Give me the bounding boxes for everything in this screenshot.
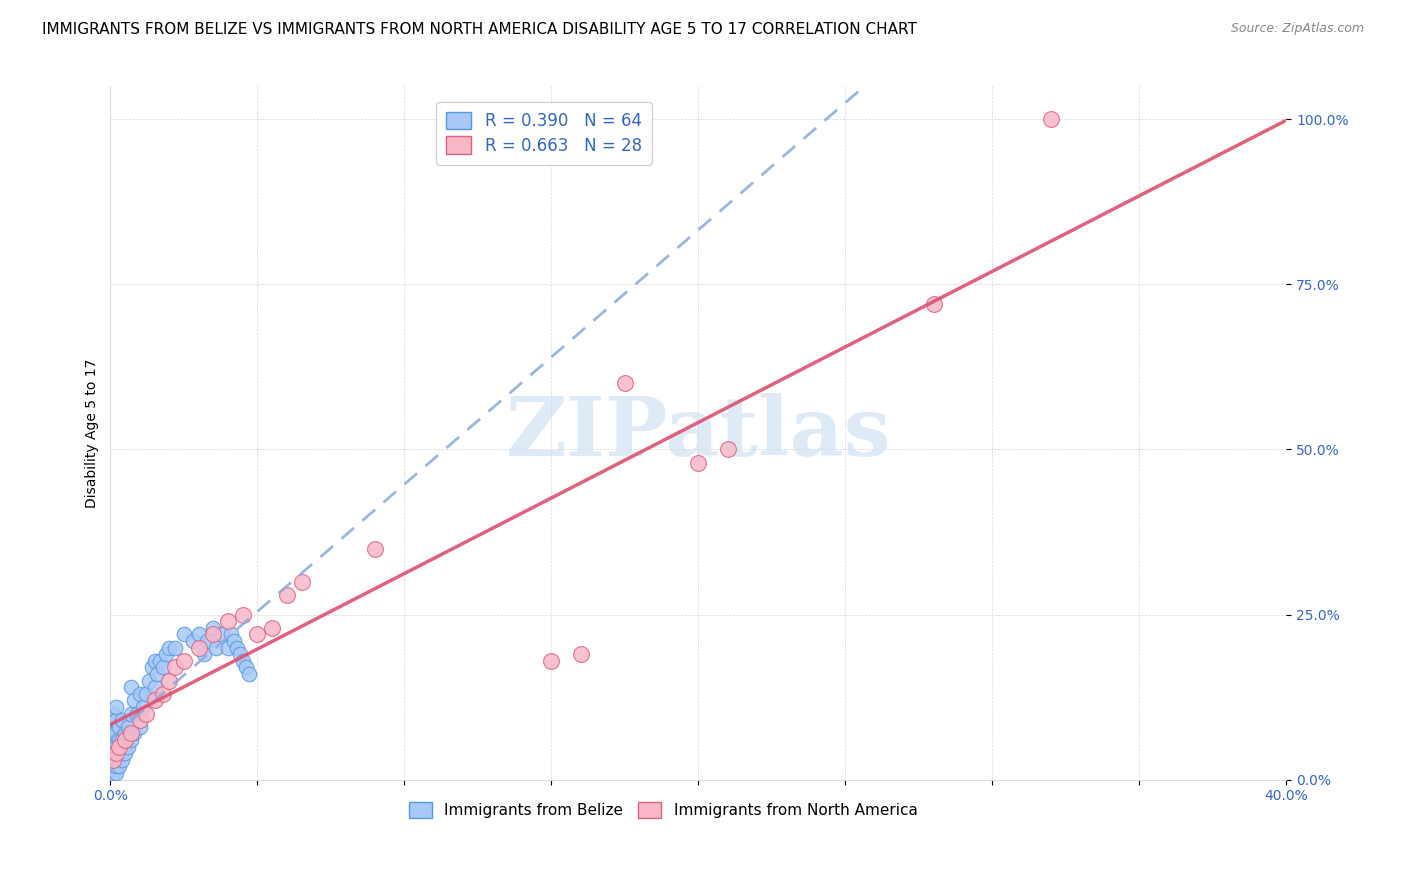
Point xyxy=(103,726,125,740)
Point xyxy=(149,654,172,668)
Point xyxy=(157,640,180,655)
Point xyxy=(105,759,128,773)
Point xyxy=(105,713,128,727)
Point xyxy=(217,640,239,655)
Point xyxy=(246,627,269,641)
Point xyxy=(276,588,298,602)
Point xyxy=(108,739,131,754)
Point xyxy=(613,376,636,391)
Point xyxy=(105,746,128,760)
Point xyxy=(105,739,128,754)
Point xyxy=(146,667,169,681)
Point xyxy=(222,634,245,648)
Point xyxy=(141,660,163,674)
Point xyxy=(103,766,125,780)
Point xyxy=(173,627,195,641)
Text: ZIPatlas: ZIPatlas xyxy=(506,393,891,473)
Point xyxy=(187,640,209,655)
Point xyxy=(232,607,254,622)
Point xyxy=(103,746,125,760)
Point xyxy=(262,621,284,635)
Point xyxy=(120,706,142,721)
Point xyxy=(114,726,136,740)
Point xyxy=(108,759,131,773)
Point xyxy=(128,713,150,727)
Point xyxy=(540,654,562,668)
Y-axis label: Disability Age 5 to 17: Disability Age 5 to 17 xyxy=(86,359,100,508)
Point xyxy=(105,700,128,714)
Point xyxy=(111,733,134,747)
Point xyxy=(122,726,145,740)
Point xyxy=(105,726,128,740)
Point xyxy=(569,647,592,661)
Point xyxy=(1040,112,1063,127)
Point xyxy=(202,621,225,635)
Point xyxy=(103,713,125,727)
Point xyxy=(173,654,195,668)
Point xyxy=(165,640,187,655)
Point xyxy=(128,720,150,734)
Point xyxy=(122,693,145,707)
Point xyxy=(117,720,139,734)
Point xyxy=(103,753,125,767)
Point xyxy=(108,720,131,734)
Point xyxy=(120,726,142,740)
Point xyxy=(103,739,125,754)
Point xyxy=(135,706,157,721)
Point xyxy=(105,753,128,767)
Point xyxy=(143,693,166,707)
Point xyxy=(114,746,136,760)
Text: Source: ZipAtlas.com: Source: ZipAtlas.com xyxy=(1230,22,1364,36)
Point xyxy=(229,647,252,661)
Point xyxy=(181,634,204,648)
Point xyxy=(103,753,125,767)
Point xyxy=(232,654,254,668)
Point xyxy=(128,687,150,701)
Point xyxy=(211,627,233,641)
Point xyxy=(152,687,174,701)
Point xyxy=(105,766,128,780)
Point xyxy=(205,640,228,655)
Point xyxy=(197,634,219,648)
Point xyxy=(117,739,139,754)
Point xyxy=(138,673,160,688)
Point xyxy=(202,627,225,641)
Point xyxy=(922,297,945,311)
Point xyxy=(125,706,148,721)
Point xyxy=(103,706,125,721)
Point xyxy=(157,673,180,688)
Point xyxy=(225,640,247,655)
Point xyxy=(364,541,387,556)
Point xyxy=(108,746,131,760)
Point xyxy=(103,733,125,747)
Point xyxy=(717,442,740,457)
Point xyxy=(120,733,142,747)
Point xyxy=(103,720,125,734)
Point xyxy=(219,627,242,641)
Point xyxy=(111,713,134,727)
Point xyxy=(152,660,174,674)
Text: IMMIGRANTS FROM BELIZE VS IMMIGRANTS FROM NORTH AMERICA DISABILITY AGE 5 TO 17 C: IMMIGRANTS FROM BELIZE VS IMMIGRANTS FRO… xyxy=(42,22,917,37)
Point xyxy=(290,574,312,589)
Point xyxy=(135,687,157,701)
Point xyxy=(193,647,215,661)
Point xyxy=(217,614,239,628)
Point xyxy=(103,759,125,773)
Point xyxy=(132,700,155,714)
Legend: Immigrants from Belize, Immigrants from North America: Immigrants from Belize, Immigrants from … xyxy=(404,796,924,824)
Point xyxy=(165,660,187,674)
Point xyxy=(688,456,710,470)
Point xyxy=(114,733,136,747)
Point xyxy=(187,627,209,641)
Point xyxy=(238,667,260,681)
Point xyxy=(120,680,142,694)
Point xyxy=(155,647,177,661)
Point xyxy=(143,654,166,668)
Point xyxy=(111,753,134,767)
Point xyxy=(235,660,257,674)
Point xyxy=(143,680,166,694)
Point xyxy=(108,733,131,747)
